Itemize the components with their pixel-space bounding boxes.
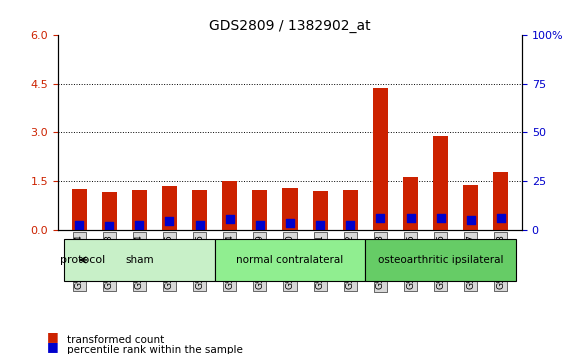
- FancyBboxPatch shape: [365, 239, 516, 281]
- Bar: [132, 190, 147, 230]
- Bar: [282, 188, 298, 230]
- Point: [225, 216, 234, 222]
- Point: [104, 223, 114, 228]
- Point: [466, 217, 476, 223]
- Bar: [192, 190, 207, 230]
- Point: [285, 221, 295, 226]
- Bar: [494, 172, 509, 230]
- Text: percentile rank within the sample: percentile rank within the sample: [67, 346, 242, 354]
- FancyBboxPatch shape: [64, 239, 215, 281]
- Point: [436, 215, 445, 221]
- Text: transformed count: transformed count: [67, 335, 164, 345]
- Bar: [403, 177, 418, 230]
- FancyBboxPatch shape: [215, 239, 365, 281]
- Bar: [433, 136, 448, 230]
- Bar: [313, 192, 328, 230]
- Bar: [162, 186, 177, 230]
- Bar: [252, 190, 267, 230]
- Text: normal contralateral: normal contralateral: [237, 255, 343, 265]
- Point: [496, 215, 506, 221]
- Point: [135, 222, 144, 228]
- Bar: [222, 181, 237, 230]
- Point: [195, 222, 204, 227]
- Point: [74, 222, 84, 227]
- Point: [406, 215, 415, 221]
- Bar: [343, 190, 358, 230]
- Bar: [71, 189, 86, 230]
- Bar: [102, 192, 117, 230]
- Text: osteoarthritic ipsilateral: osteoarthritic ipsilateral: [378, 255, 503, 265]
- Title: GDS2809 / 1382902_at: GDS2809 / 1382902_at: [209, 19, 371, 33]
- Point: [316, 222, 325, 228]
- Point: [376, 215, 385, 221]
- Text: ■: ■: [46, 330, 58, 343]
- Point: [255, 222, 264, 228]
- Text: protocol: protocol: [60, 255, 105, 265]
- Text: ■: ■: [46, 341, 58, 353]
- Text: sham: sham: [125, 255, 154, 265]
- Point: [165, 218, 174, 223]
- Bar: [463, 185, 478, 230]
- Point: [346, 222, 355, 228]
- Bar: [373, 88, 388, 230]
